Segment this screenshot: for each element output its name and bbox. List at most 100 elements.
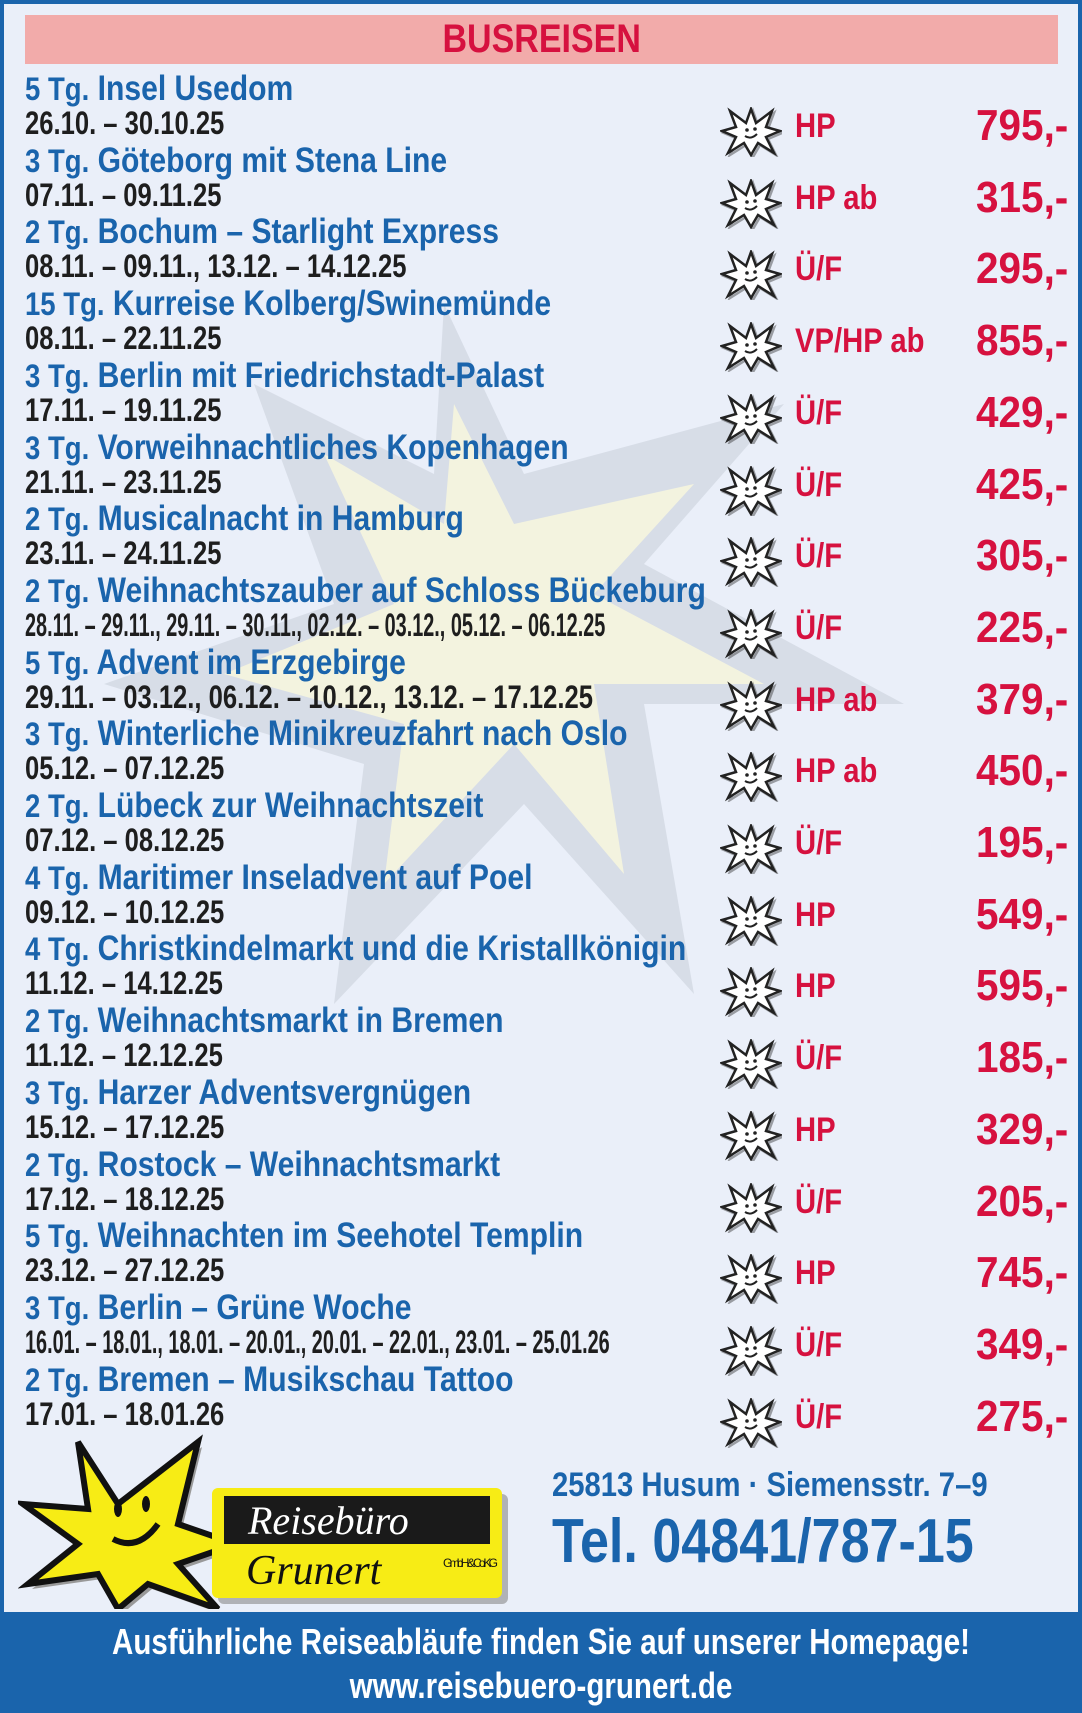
- section-header: BUSREISEN: [25, 15, 1058, 64]
- trip-duration: 2 Tg.: [25, 1003, 90, 1040]
- trip-dates: 17.11. – 19.11.25: [25, 391, 222, 428]
- trip-dates: 15.12. – 17.12.25: [25, 1108, 225, 1145]
- trip-dates: 11.12. – 12.12.25: [25, 1037, 223, 1074]
- trip-item: 2 Tg. Weihnachtszauber auf Schloss Bücke…: [25, 571, 1068, 662]
- footer-banner: Ausführliche Reiseabläufe finden Sie auf…: [0, 1612, 1082, 1713]
- board-type: Ü/F: [795, 250, 843, 289]
- smiling-star-icon: [718, 965, 786, 1020]
- trip-title: 3 Tg. Berlin – Grüne Woche: [25, 1288, 411, 1328]
- smiling-star-icon: [718, 893, 786, 949]
- ad-panel: BUSREISEN 5 Tg. Insel Usedom 26.10. – 30.…: [4, 4, 1078, 1612]
- trip-name: Insel Usedom: [97, 69, 294, 108]
- trip-title: 2 Tg. Rostock – Weihnachtsmarkt: [25, 1145, 500, 1185]
- logo-suffix: GmbH & Co.KG: [443, 1556, 498, 1570]
- trip-item: 2 Tg. Musicalnacht in Hamburg 23.11. – 24…: [25, 499, 1068, 590]
- trip-price: 225,-: [975, 602, 1068, 652]
- company-logo: Reisebüro Grunert GmbH & Co.KG: [18, 1434, 508, 1609]
- board-type: HP ab: [795, 752, 878, 791]
- trip-price: 305,-: [975, 531, 1068, 581]
- smiling-star-icon: [718, 1109, 786, 1164]
- website-link[interactable]: www.reisebuero-grunert.de: [349, 1665, 733, 1706]
- trip-price: 379,-: [975, 674, 1068, 724]
- board-type: Ü/F: [795, 1039, 843, 1078]
- trip-duration: 3 Tg.: [25, 716, 90, 753]
- smiling-star-icon: [18, 1434, 246, 1609]
- trip-name: Christkindelmarkt und die Kristallkönigi…: [97, 929, 687, 969]
- trip-name: Weihnachten im Seehotel Templin: [97, 1216, 584, 1256]
- trip-price: 185,-: [975, 1033, 1068, 1083]
- trip-item: 3 Tg. Winterliche Minikreuzfahrt nach Os…: [25, 714, 1068, 805]
- trip-item: 3 Tg. Berlin mit Friedrichstadt-Palast 17…: [25, 356, 1068, 447]
- trip-price: 315,-: [975, 172, 1068, 222]
- trip-dates: 23.12. – 27.12.25: [25, 1252, 225, 1289]
- trip-price: 450,-: [975, 746, 1068, 796]
- trip-name: Maritimer Inseladvent auf Poel: [97, 857, 533, 897]
- smiling-star-icon: [718, 463, 786, 518]
- trip-title: 2 Tg. Lübeck zur Weihnachtszeit: [25, 786, 483, 826]
- star-watermark-icon: [104, 304, 904, 1004]
- trip-dates: 07.12. – 08.12.25: [25, 822, 225, 858]
- smiling-star-icon: [718, 822, 786, 877]
- trip-title: 3 Tg. Harzer Adventsvergnügen: [25, 1073, 471, 1113]
- trip-duration: 3 Tg.: [25, 142, 90, 179]
- footer-text: Ausführliche Reiseabläufe finden Sie auf…: [112, 1621, 970, 1662]
- smiling-star-icon: [718, 1180, 786, 1235]
- trip-name: Berlin mit Friedrichstadt-Palast: [97, 355, 545, 395]
- trip-duration: 2 Tg.: [25, 788, 90, 824]
- trip-duration: 4 Tg.: [25, 931, 90, 968]
- board-type: Ü/F: [795, 537, 843, 576]
- smiling-star-icon: [718, 1395, 786, 1451]
- board-type: Ü/F: [795, 465, 843, 504]
- trip-name: Weihnachtszauber auf Schloss Bückeburg: [97, 570, 706, 610]
- smiling-star-icon: [718, 535, 786, 590]
- trip-title: 3 Tg. Winterliche Minikreuzfahrt nach Os…: [25, 714, 628, 754]
- trip-item: 15 Tg. Kurreise Kolberg/Swinemünde 08.11.…: [25, 284, 1068, 375]
- board-type: Ü/F: [795, 608, 843, 647]
- trip-price: 595,-: [975, 961, 1068, 1011]
- trip-dates: 08.11. – 09.11., 13.12. – 14.12.25: [25, 248, 407, 285]
- trip-name: Kurreise Kolberg/Swinemünde: [112, 284, 552, 324]
- trip-name: Göteborg mit Stena Line: [97, 140, 448, 180]
- trip-duration: 2 Tg.: [25, 1361, 90, 1398]
- trip-name: Advent im Erzgebirge: [96, 642, 406, 682]
- trip-title: 2 Tg. Weihnachtszauber auf Schloss Bücke…: [25, 571, 706, 611]
- trip-item: 5 Tg. Insel Usedom 26.10. – 30.10.25 HP 795…: [25, 69, 1068, 160]
- trip-price: 795,-: [975, 101, 1068, 150]
- trip-duration: 2 Tg.: [25, 572, 90, 609]
- trip-item: 4 Tg. Christkindelmarkt und die Kristall…: [25, 929, 1068, 1020]
- trip-dates: 28.11. – 29.11., 29.11. – 30.11., 02.12.…: [25, 606, 606, 643]
- trip-price: 855,-: [975, 316, 1068, 366]
- trip-price: 205,-: [975, 1176, 1068, 1226]
- trip-title: 15 Tg. Kurreise Kolberg/Swinemünde: [25, 284, 551, 324]
- trip-dates: 09.12. – 10.12.25: [25, 893, 225, 930]
- trip-duration: 5 Tg.: [25, 1218, 90, 1255]
- trip-name: Winterliche Minikreuzfahrt nach Oslo: [97, 714, 628, 754]
- trip-duration: 3 Tg.: [25, 357, 90, 394]
- board-type: Ü/F: [795, 1182, 843, 1221]
- trip-duration: 5 Tg.: [25, 71, 90, 107]
- smiling-star-icon: [718, 248, 786, 303]
- smiling-star-icon: [718, 392, 786, 447]
- trip-title: 4 Tg. Maritimer Inseladvent auf Poel: [25, 858, 533, 898]
- trip-duration: 5 Tg.: [25, 644, 90, 681]
- trip-price: 549,-: [975, 889, 1068, 939]
- board-type: HP: [795, 1254, 836, 1293]
- trip-name: Vorweihnachtliches Kopenhagen: [97, 427, 569, 467]
- trip-duration: 2 Tg.: [25, 214, 90, 251]
- smiling-star-icon: [718, 1037, 786, 1092]
- trip-title: 5 Tg. Weihnachten im Seehotel Templin: [25, 1216, 583, 1256]
- trip-item: 3 Tg. Harzer Adventsvergnügen 15.12. – 17…: [25, 1073, 1068, 1164]
- trip-item: 3 Tg. Vorweihnachtliches Kopenhagen 21.11…: [25, 428, 1068, 518]
- trip-name: Lübeck zur Weihnachtszeit: [97, 786, 484, 825]
- smiling-star-icon: [718, 607, 786, 662]
- board-type: HP: [795, 895, 836, 934]
- board-type: Ü/F: [795, 1397, 843, 1436]
- board-type: HP: [795, 1110, 836, 1149]
- trip-item: 3 Tg. Berlin – Grüne Woche 16.01. – 18.01…: [25, 1288, 1068, 1379]
- trip-price: 275,-: [975, 1391, 1068, 1441]
- address: 25813 Husum · Siemensstr. 7–9: [552, 1466, 988, 1504]
- phone-number[interactable]: Tel. 04841/787-15: [552, 1507, 974, 1576]
- board-type: Ü/F: [795, 393, 843, 432]
- trip-dates: 07.11. – 09.11.25: [25, 176, 222, 213]
- trip-item: 3 Tg. Göteborg mit Stena Line 07.11. – 09…: [25, 141, 1068, 232]
